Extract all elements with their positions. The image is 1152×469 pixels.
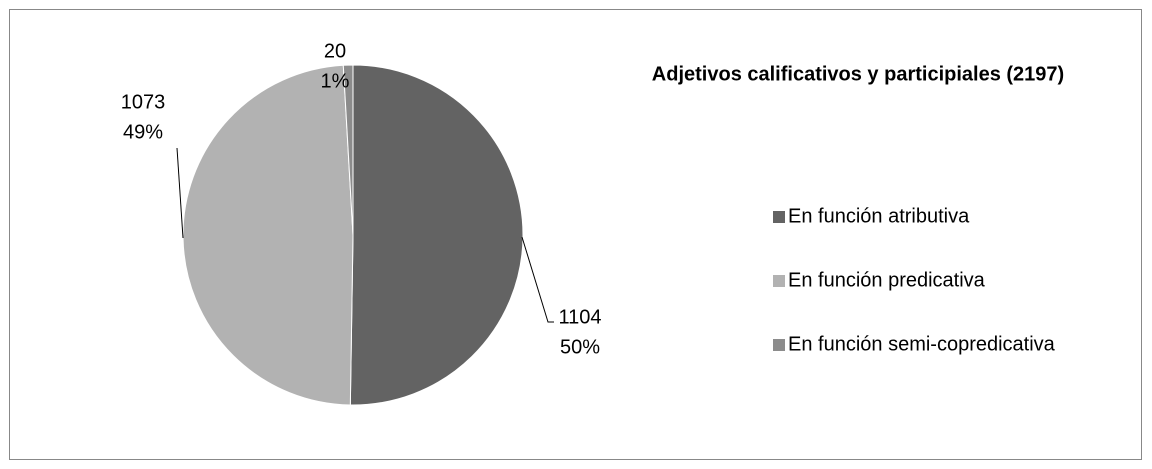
leader-line [521, 236, 554, 323]
data-label-percent: 1% [321, 70, 350, 92]
pie-slice [342, 64, 354, 236]
data-label-percent: 49% [123, 121, 163, 143]
legend-label: En función semi-copredicativa [788, 333, 1056, 355]
data-label-percent: 50% [560, 336, 600, 358]
legend-swatch [773, 275, 785, 287]
data-label-count: 1104 [558, 306, 601, 328]
legend-label: En función atributiva [788, 205, 970, 227]
leader-line [176, 147, 184, 239]
legend-swatch [773, 339, 785, 351]
pie-slice [349, 64, 524, 406]
legend-swatch [773, 211, 785, 223]
data-label-count: 1073 [121, 91, 166, 113]
chart-title: Adjetivos calificativos y participiales … [652, 63, 1064, 85]
pie-slice [182, 64, 354, 406]
legend-label: En función predicativa [788, 269, 986, 291]
data-label-count: 20 [324, 40, 346, 62]
